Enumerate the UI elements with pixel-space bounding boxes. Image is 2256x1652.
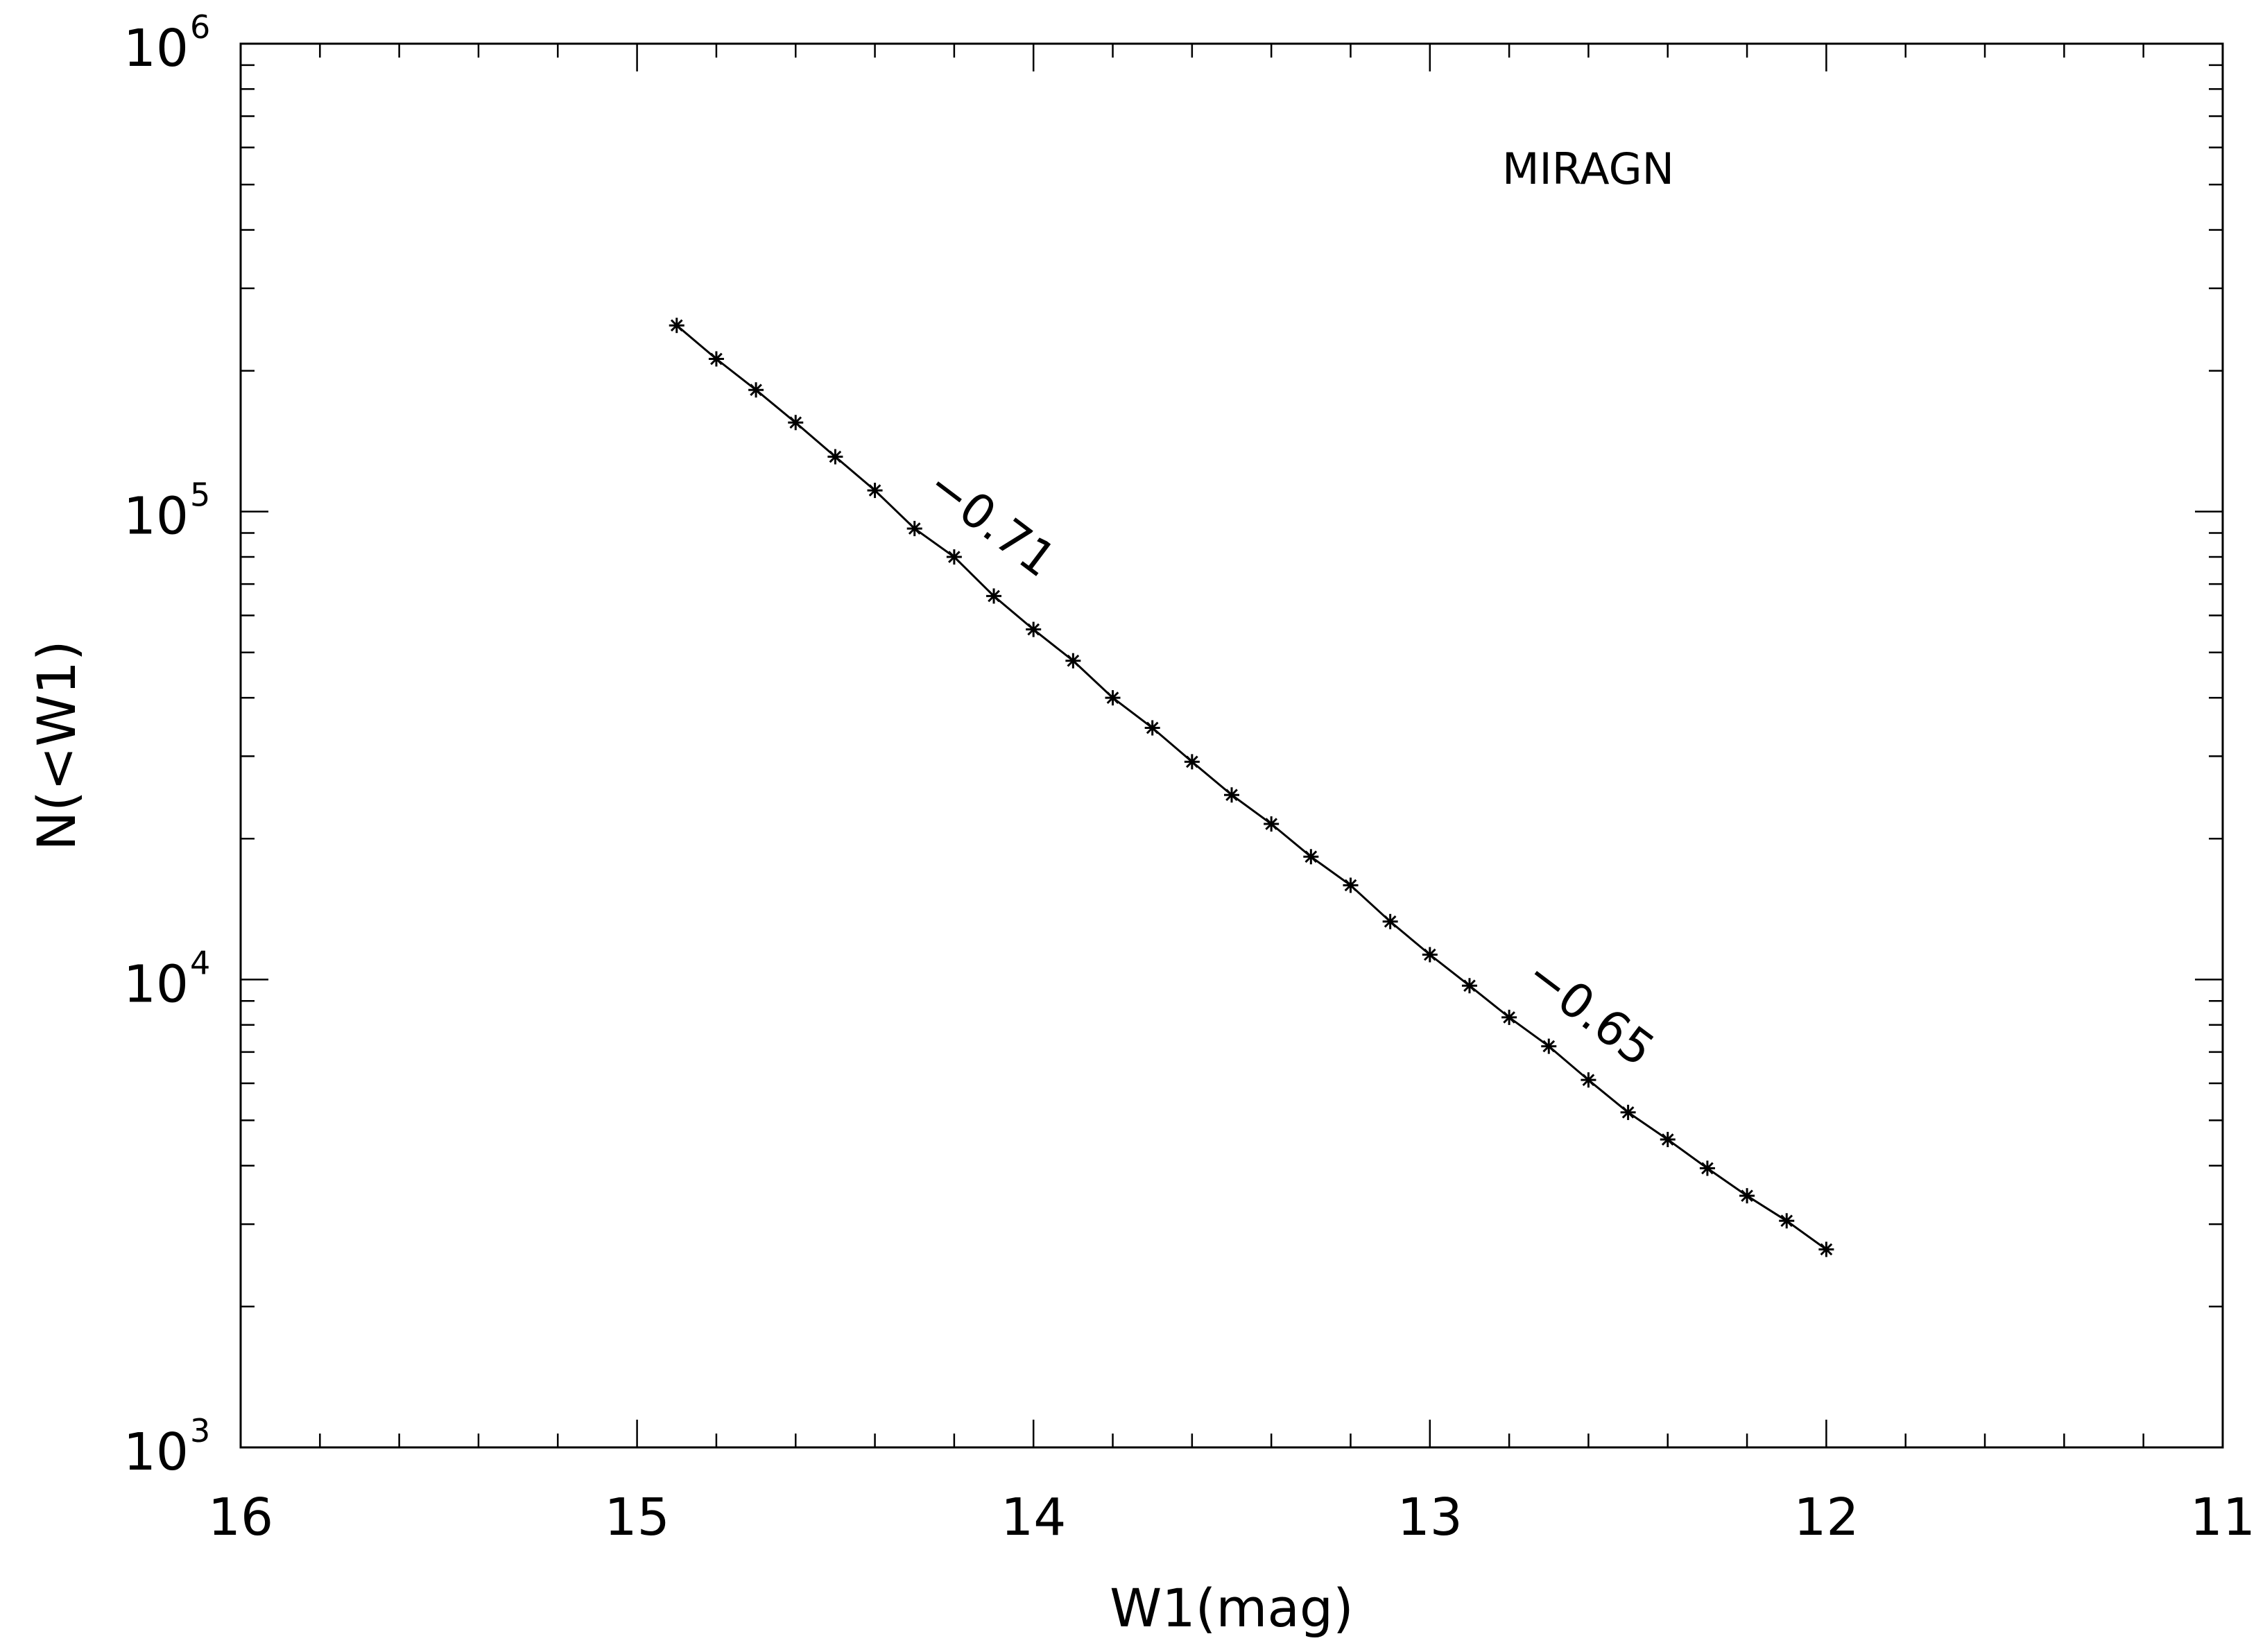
data-point xyxy=(1461,978,1477,994)
y-tick-label-base: 10 xyxy=(123,19,189,78)
data-point xyxy=(1422,947,1438,963)
x-tick-labels: 16 15 14 13 12 11 xyxy=(208,1488,2255,1547)
y-tick-label: 10 3 xyxy=(123,1412,210,1482)
data-point xyxy=(1818,1241,1834,1257)
data-point xyxy=(1501,1009,1517,1025)
y-tick-label-exponent: 6 xyxy=(190,8,210,46)
y-tick-label-exponent: 5 xyxy=(190,476,210,514)
data-point xyxy=(946,549,962,565)
y-tick-label: 10 6 xyxy=(123,8,210,78)
data-point xyxy=(1541,1038,1557,1054)
data-point xyxy=(1382,913,1398,929)
x-tick-label: 11 xyxy=(2190,1488,2255,1547)
data-point xyxy=(1620,1104,1636,1120)
y-tick-label-base: 10 xyxy=(123,954,189,1014)
x-tick-label: 14 xyxy=(1001,1488,1066,1547)
data-point xyxy=(1264,816,1280,832)
x-tick-label: 15 xyxy=(605,1488,670,1547)
y-tick-label: 10 5 xyxy=(123,476,210,547)
annotation-label: MIRAGN xyxy=(1502,144,1674,194)
data-point xyxy=(1343,877,1359,893)
data-point xyxy=(788,415,804,431)
y-tick-label: 10 4 xyxy=(123,944,210,1014)
series-line xyxy=(675,325,1827,1250)
plot-frame xyxy=(239,42,2224,1449)
axis-ticks xyxy=(239,42,2224,1449)
data-point xyxy=(1739,1188,1755,1204)
data-point xyxy=(867,483,883,499)
data-point xyxy=(1303,849,1319,865)
y-tick-label-exponent: 3 xyxy=(190,1412,210,1449)
x-axis-label: W1(mag) xyxy=(1110,1577,1354,1639)
data-point xyxy=(1581,1072,1596,1088)
data-point xyxy=(748,382,764,398)
data-point xyxy=(1026,621,1042,637)
x-tick-label: 13 xyxy=(1397,1488,1463,1547)
y-tick-label-base: 10 xyxy=(123,1422,189,1482)
data-point xyxy=(827,449,843,465)
data-point xyxy=(1224,787,1239,803)
y-axis-label: N(<W1) xyxy=(26,640,87,850)
data-point xyxy=(1105,690,1121,706)
y-tick-label-exponent: 4 xyxy=(190,944,210,981)
data-point xyxy=(1065,653,1081,669)
data-point xyxy=(1184,754,1200,770)
data-point xyxy=(1144,720,1160,736)
data-point xyxy=(1699,1160,1715,1176)
data-point xyxy=(1779,1213,1795,1229)
data-point xyxy=(986,588,1002,604)
data-point xyxy=(906,521,922,537)
data-point xyxy=(708,351,724,367)
series-markers xyxy=(669,318,1834,1257)
x-tick-label: 12 xyxy=(1793,1488,1859,1547)
data-point xyxy=(669,318,684,334)
data-point xyxy=(1660,1132,1676,1148)
x-tick-label: 16 xyxy=(208,1488,273,1547)
y-tick-label-base: 10 xyxy=(123,487,189,547)
